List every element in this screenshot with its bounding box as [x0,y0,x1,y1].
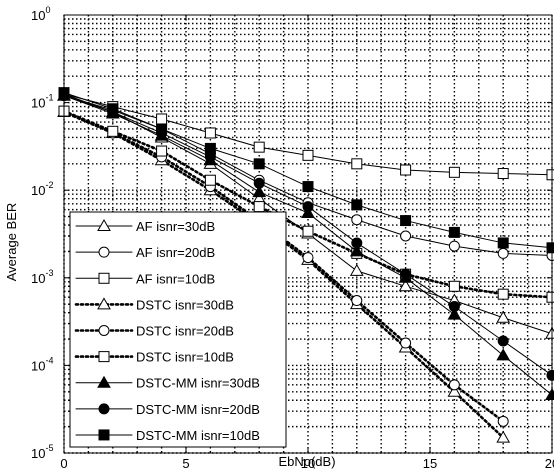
data-point [497,247,509,259]
data-point [351,214,363,226]
data-point [156,113,168,125]
data-point [448,301,460,313]
series-dstc-mm-isnr-10db [58,87,554,254]
data-point [97,297,111,310]
data-point [204,127,216,139]
legend-label: DSTC-MM isnr=20dB [136,402,260,417]
data-point [448,379,460,391]
data-point [253,141,265,153]
data-point [398,279,413,292]
data-point [97,219,111,232]
data-point [253,177,265,189]
data-point [98,403,110,415]
data-point [351,158,363,170]
data-point [351,295,363,307]
data-point [97,375,111,388]
legend-label: AF isnr=10dB [136,271,215,286]
y-axis-label: Average BER [4,203,19,282]
legend-item: DSTC isnr=10dB [74,350,234,365]
data-point [447,307,462,320]
x-tick-label: 5 [182,456,189,471]
legend-label: AF isnr=20dB [136,245,215,260]
data-point [302,201,314,213]
data-point [349,263,364,276]
data-point [107,125,119,137]
legend-label: DSTC isnr=30dB [136,297,234,312]
legend-item: DSTC isnr=30dB [74,297,234,312]
data-point [546,369,554,381]
x-tick-label: 10 [301,456,315,471]
data-point [497,415,509,427]
legend-item: DSTC-MM isnr=20dB [75,402,260,417]
data-point [107,103,119,115]
legend-label: DSTC isnr=10dB [136,350,234,365]
legend-item: AF isnr=30dB [75,219,215,234]
data-point [98,272,110,284]
data-point [252,185,267,198]
data-point [447,384,462,397]
legend-item: DSTC-MM isnr=10dB [75,428,260,443]
data-point [204,142,216,154]
data-point [448,240,460,252]
legend-item: DSTC isnr=20dB [74,324,234,339]
data-point [253,158,265,170]
data-point [351,237,363,249]
legend-item: DSTC-MM isnr=30dB [75,375,260,391]
x-axis-label: EbNo(dB) [278,454,335,469]
data-point [496,430,511,443]
data-point [253,201,265,213]
data-point [496,310,511,323]
legend-label: DSTC-MM isnr=30dB [136,376,260,391]
data-point [448,166,460,178]
data-point [546,242,554,254]
data-point [448,280,460,292]
data-point [351,199,363,211]
legend-label: DSTC-MM isnr=10dB [136,428,260,443]
data-point [301,205,315,218]
data-point [546,169,554,181]
data-point [98,351,110,363]
data-point [497,288,509,300]
data-point [400,164,412,176]
x-tick-label: 20 [545,456,554,471]
data-point [302,225,314,237]
data-point [98,429,110,441]
legend: AF isnr=30dB AF isnr=20dB AF isnr=10dB DSTC… [69,211,287,448]
data-point [302,252,314,264]
data-point [400,337,412,349]
data-point [302,181,314,193]
axis-ticks [63,14,553,454]
data-point [496,348,511,361]
legend-label: DSTC isnr=20dB [136,324,234,339]
legend-item: AF isnr=10dB [75,271,215,286]
legend-item: AF isnr=20dB [75,245,215,260]
data-point [98,325,110,336]
data-point [156,145,168,157]
data-point [400,268,412,280]
data-point [497,168,509,180]
data-point [349,244,364,257]
legend-label: AF isnr=30dB [136,219,215,234]
data-point [497,237,509,249]
data-point [156,123,168,135]
data-point [546,291,554,303]
data-point [497,335,509,347]
x-tick-label: 0 [60,456,67,471]
data-point [98,246,110,258]
data-point [400,215,412,227]
x-tick-label: 15 [423,456,437,471]
data-point [448,226,460,238]
data-point [302,149,314,161]
data-point [400,230,412,242]
data-point [204,174,216,186]
